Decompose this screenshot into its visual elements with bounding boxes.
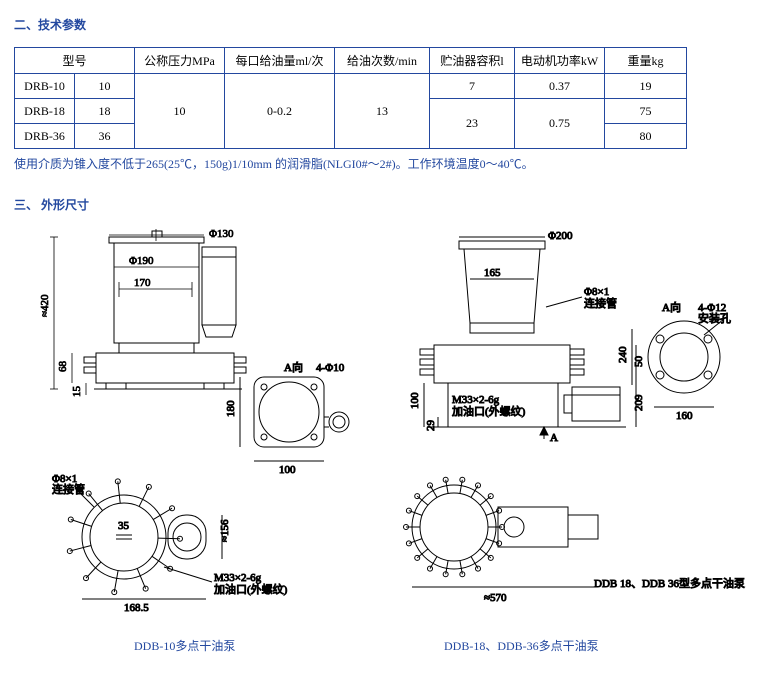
dim-156: ≈156	[219, 519, 231, 542]
label-holes: 4-Φ10	[316, 362, 345, 374]
dim-570: ≈570	[484, 592, 507, 604]
cell-weight: 80	[605, 124, 687, 149]
cell-weight: 19	[605, 74, 687, 99]
drb10-elevation	[84, 231, 246, 389]
cell-power: 0.37	[515, 74, 605, 99]
dim-180: 180	[225, 400, 237, 417]
dim-phi130: Φ130	[209, 228, 234, 240]
label-conn: 连接管	[52, 482, 85, 496]
section-1-title: 二、技术参数	[14, 16, 754, 33]
usage-note: 使用介质为锥入度不低于265(25℃，150g)1/10mm 的润滑脂(NLGI…	[14, 155, 754, 172]
dim-209: 209	[633, 394, 645, 411]
label-oilportb: 加油口(外螺纹)	[452, 404, 526, 418]
th-power: 电动机功率kW	[515, 48, 605, 74]
th-weight: 重量kg	[605, 48, 687, 74]
th-pressure: 公称压力MPa	[135, 48, 225, 74]
dim-168: 168.5	[124, 602, 149, 614]
dim-35: 35	[118, 520, 130, 532]
dim-170: 170	[134, 277, 151, 289]
dim-160: 160	[676, 410, 693, 422]
cell-power: 0.75	[515, 99, 605, 149]
dim-15: 15	[71, 386, 83, 398]
cell-oil-times: 13	[335, 74, 430, 149]
footer-note: DDB 18、DDB 36型多点干油泵	[594, 576, 745, 590]
cell-weight: 75	[605, 99, 687, 124]
cell-model: DRB-10	[15, 74, 75, 99]
dim-h420: ≈420	[39, 294, 51, 317]
dim-29: 29	[425, 420, 437, 432]
cell-tank: 7	[430, 74, 515, 99]
drawings-svg: Φ130 Φ190 170 ≈420 68 15 A向 4-Φ10	[14, 227, 754, 632]
drb18-plan: ≈570 DDB 18、DDB 36型多点干油泵	[404, 477, 745, 604]
cell-cap: 18	[75, 99, 135, 124]
dim-50: 50	[633, 356, 645, 368]
drawings-area: Φ130 Φ190 170 ≈420 68 15 A向 4-Φ10	[14, 227, 754, 662]
label-m33b: M33×2-6g	[452, 394, 500, 406]
cell-model: DRB-36	[15, 124, 75, 149]
spec-table: 型号 公称压力MPa 每口给油量ml/次 给油次数/min 贮油器容积l 电动机…	[14, 47, 687, 149]
section-2-title: 三、 外形尺寸	[14, 196, 754, 213]
label-A: A	[550, 432, 558, 444]
cell-model: DRB-18	[15, 99, 75, 124]
drb10-plan-a: A向 4-Φ10 180 100	[225, 360, 349, 476]
label-connb: 连接管	[584, 296, 617, 310]
cell-cap: 10	[75, 74, 135, 99]
th-model: 型号	[15, 48, 135, 74]
dim-phi200: Φ200	[548, 230, 573, 242]
drb10-distributor: 35 ≈156 Φ8×1 连接管 M33×2-6g 加油口(外螺纹) 168.5	[52, 473, 288, 614]
drb18-elevation: Φ200 165 Φ8×1 连接管 M33×2-6g 加油口(外螺纹) 50 2…	[409, 230, 645, 444]
cell-cap: 36	[75, 124, 135, 149]
dim-68: 68	[57, 361, 69, 373]
dim-h100: 100	[409, 392, 421, 409]
label-a-dir: A向	[284, 360, 303, 374]
label-m33: M33×2-6g	[214, 572, 262, 584]
th-oil-times: 给油次数/min	[335, 48, 430, 74]
caption-right: DDB-18、DDB-36多点干油泵	[444, 637, 599, 654]
dim-phi190: Φ190	[129, 255, 154, 267]
label-phi8b: Φ8×1	[584, 286, 609, 298]
table-row: DRB-10 10 10 0-0.2 13 7 0.37 19	[15, 74, 687, 99]
dim-240: 240	[617, 346, 629, 363]
cell-pressure: 10	[135, 74, 225, 149]
label-mount: 安装孔	[698, 311, 731, 325]
cell-tank: 23	[430, 99, 515, 149]
dim-100: 100	[279, 464, 296, 476]
dim-165: 165	[484, 267, 501, 279]
label-oilport: 加油口(外螺纹)	[214, 582, 288, 596]
th-oil-per: 每口给油量ml/次	[225, 48, 335, 74]
caption-left: DDB-10多点干油泵	[134, 637, 235, 654]
cell-oil-per: 0-0.2	[225, 74, 335, 149]
table-header-row: 型号 公称压力MPa 每口给油量ml/次 给油次数/min 贮油器容积l 电动机…	[15, 48, 687, 74]
th-tank: 贮油器容积l	[430, 48, 515, 74]
label-a-dir-b: A向	[662, 300, 681, 314]
